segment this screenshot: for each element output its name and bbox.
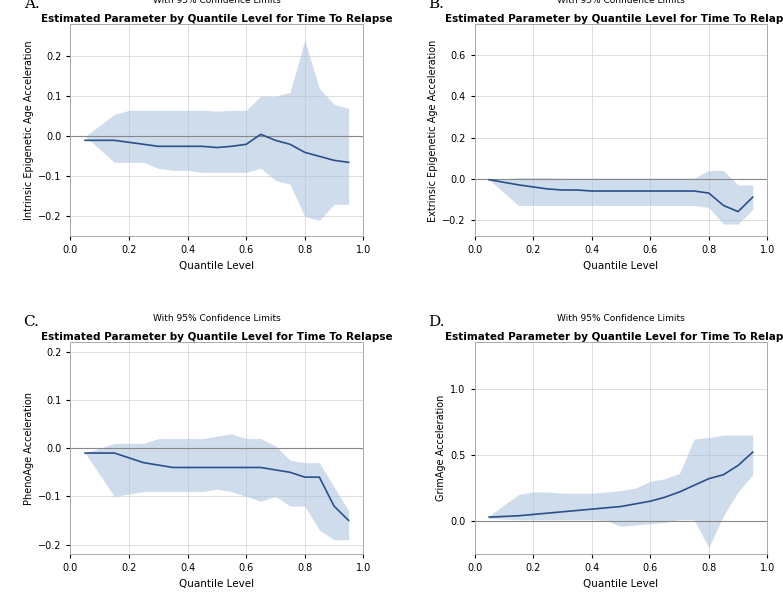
Y-axis label: Extrinsic Epigenetic Age Acceleration: Extrinsic Epigenetic Age Acceleration [428, 39, 438, 222]
Text: With 95% Confidence Limits: With 95% Confidence Limits [557, 314, 685, 323]
X-axis label: Quantile Level: Quantile Level [179, 579, 254, 589]
Text: C.: C. [23, 315, 39, 329]
Y-axis label: GrimAge Acceleration: GrimAge Acceleration [436, 395, 446, 501]
Text: With 95% Confidence Limits: With 95% Confidence Limits [557, 0, 685, 5]
X-axis label: Quantile Level: Quantile Level [583, 261, 659, 271]
Text: D.: D. [428, 315, 444, 329]
Title: Estimated Parameter by Quantile Level for Time To Relapse: Estimated Parameter by Quantile Level fo… [445, 15, 783, 24]
X-axis label: Quantile Level: Quantile Level [179, 261, 254, 271]
Y-axis label: PhenoAge Acceleration: PhenoAge Acceleration [23, 392, 34, 505]
Text: With 95% Confidence Limits: With 95% Confidence Limits [153, 0, 281, 5]
Text: A.: A. [23, 0, 39, 11]
X-axis label: Quantile Level: Quantile Level [583, 579, 659, 589]
Text: B.: B. [428, 0, 443, 11]
Title: Estimated Parameter by Quantile Level for Time To Relapse: Estimated Parameter by Quantile Level fo… [41, 333, 393, 342]
Title: Estimated Parameter by Quantile Level for Time To Relapse: Estimated Parameter by Quantile Level fo… [41, 15, 393, 24]
Title: Estimated Parameter by Quantile Level for Time To Relapse: Estimated Parameter by Quantile Level fo… [445, 333, 783, 342]
Y-axis label: Intrinsic Epigenetic Age Acceleration: Intrinsic Epigenetic Age Acceleration [23, 41, 34, 220]
Text: With 95% Confidence Limits: With 95% Confidence Limits [153, 314, 281, 323]
